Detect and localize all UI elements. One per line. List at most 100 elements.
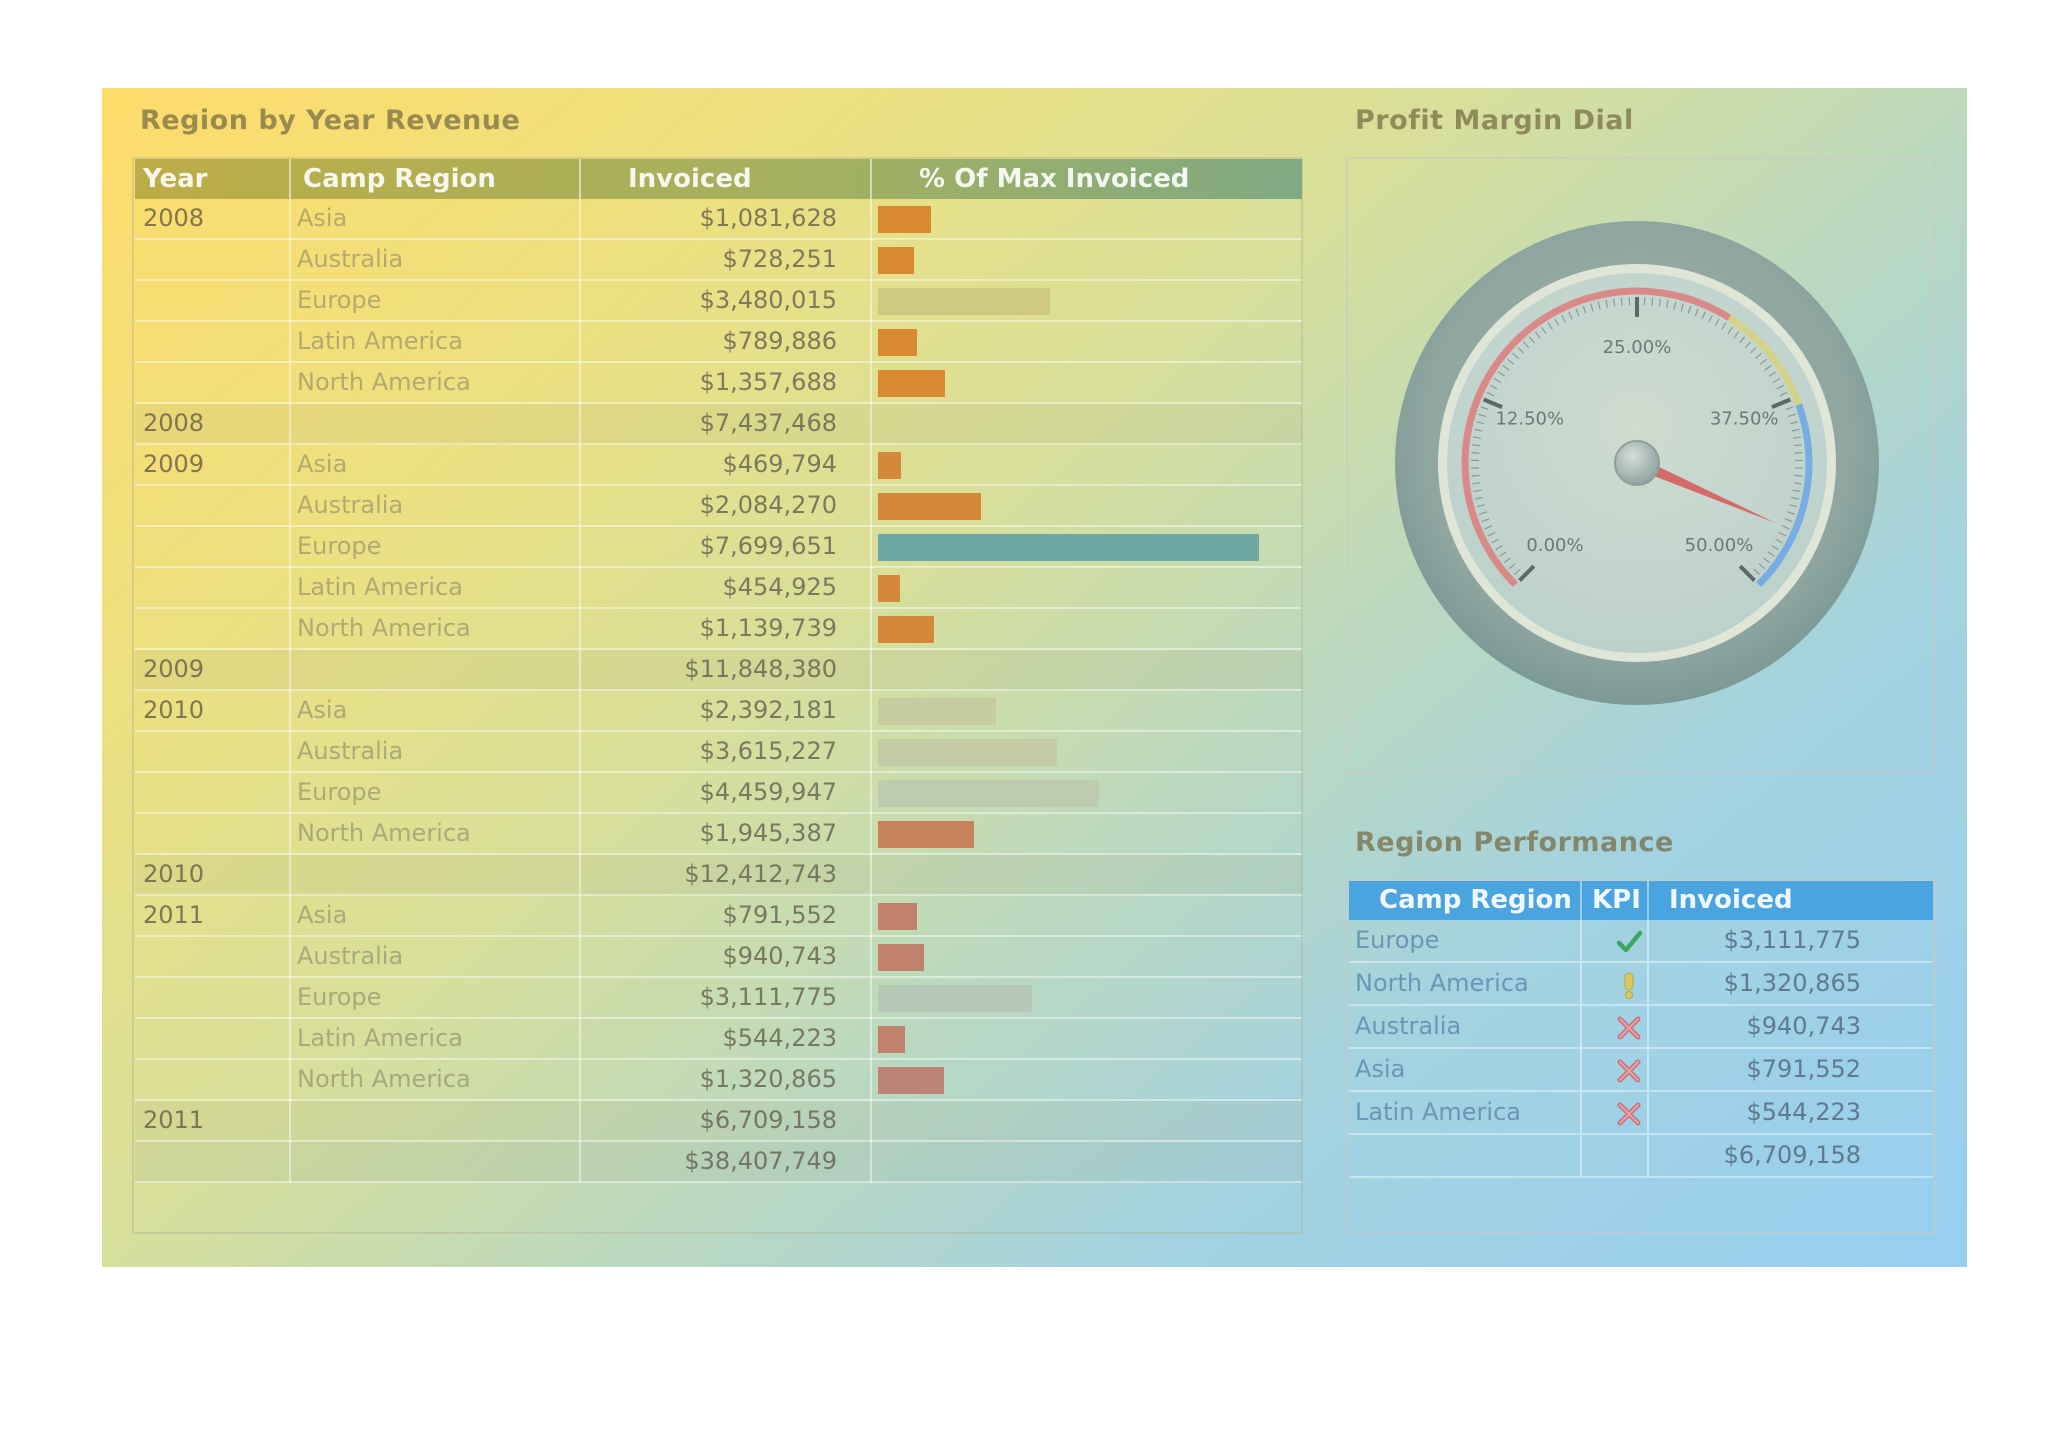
column-divider <box>1647 963 1649 1004</box>
dial-minor-tick <box>1758 563 1766 570</box>
dial-minor-tick <box>1473 489 1482 493</box>
region-cell: Australia <box>297 245 404 273</box>
column-divider <box>579 404 581 445</box>
header-divider <box>1580 881 1582 920</box>
dial-band <box>1461 287 1732 588</box>
header-invoiced[interactable]: Invoiced <box>1669 885 1793 915</box>
column-divider <box>1580 920 1582 961</box>
column-divider <box>289 691 291 732</box>
dial-minor-tick <box>1490 384 1498 390</box>
dial-minor-tick <box>1547 322 1553 330</box>
column-divider <box>870 1142 872 1183</box>
column-divider <box>289 1060 291 1101</box>
dial-minor-tick <box>1541 326 1547 335</box>
dial-minor-tick <box>1478 511 1487 515</box>
dial-minor-tick <box>1484 525 1493 530</box>
dial-minor-tick <box>1768 371 1777 377</box>
column-divider <box>289 240 291 281</box>
table-row: Australia $3,615,227 <box>135 732 1302 773</box>
dial-minor-tick <box>1781 525 1790 530</box>
column-divider <box>579 1142 581 1183</box>
year-cell: 2009 <box>143 450 205 478</box>
pct-max-bar <box>878 493 981 520</box>
dial-minor-tick <box>1779 391 1788 397</box>
invoiced-cell: $2,084,270 <box>699 491 837 519</box>
pct-max-bar <box>878 985 1032 1012</box>
header-kpi[interactable]: KPI <box>1592 885 1641 915</box>
dial-minor-tick <box>1794 474 1803 477</box>
region-cell: Asia <box>1355 1055 1406 1083</box>
region-cell: Asia <box>297 450 348 478</box>
column-divider <box>579 978 581 1019</box>
region-cell: Australia <box>297 491 404 519</box>
profit-margin-dial: 0.00% 12.50% 25.00% 37.50% 50.00% <box>1395 221 1879 705</box>
invoiced-cell: $4,459,947 <box>699 778 837 806</box>
performance-title: Region Performance <box>1355 827 1674 858</box>
table-row: North America $1,320,865 <box>1349 963 1933 1006</box>
dial-minor-tick <box>1471 452 1480 454</box>
dial-minor-tick <box>1785 406 1794 411</box>
column-divider <box>870 855 872 896</box>
invoiced-cell: $789,886 <box>722 327 837 355</box>
column-divider <box>870 1060 872 1101</box>
header-pct-max-invoiced[interactable]: % Of Max Invoiced <box>919 164 1190 194</box>
table-row: North America $1,945,387 <box>135 814 1302 855</box>
column-divider <box>289 855 291 896</box>
pct-max-bar <box>878 698 996 725</box>
header-year[interactable]: Year <box>143 164 208 194</box>
column-divider <box>870 732 872 773</box>
region-cell: Europe <box>297 983 382 1011</box>
header-divider <box>870 159 872 199</box>
subtotal-row: 2010 $12,412,743 <box>135 855 1302 896</box>
header-camp-region[interactable]: Camp Region <box>1379 885 1572 915</box>
column-divider <box>870 937 872 978</box>
region-cell: Asia <box>297 204 348 232</box>
table-row: 2008 Asia $1,081,628 <box>135 199 1302 240</box>
dial-tick-label: 37.50% <box>1710 409 1779 430</box>
cross-icon <box>1617 1059 1641 1083</box>
column-divider <box>289 1019 291 1060</box>
column-divider <box>870 773 872 814</box>
table-row: 2010 Asia $2,392,181 <box>135 691 1302 732</box>
header-divider <box>289 159 291 199</box>
header-invoiced[interactable]: Invoiced <box>628 164 752 194</box>
dial-minor-tick <box>1513 568 1521 576</box>
column-divider <box>870 527 872 568</box>
dial-minor-tick <box>1508 563 1516 570</box>
column-divider <box>289 732 291 773</box>
dial-title: Profit Margin Dial <box>1355 105 1634 136</box>
dial-minor-tick <box>1793 482 1802 485</box>
dial-minor-tick <box>1694 308 1699 317</box>
column-divider <box>1647 1135 1649 1176</box>
invoiced-cell: $454,925 <box>722 573 837 601</box>
column-divider <box>870 445 872 486</box>
pct-max-bar <box>878 944 924 971</box>
revenue-table: Year Camp Region Invoiced % Of Max Invoi… <box>135 159 1302 1183</box>
region-cell: Australia <box>297 942 404 970</box>
column-divider <box>870 1101 872 1142</box>
invoiced-cell: $3,480,015 <box>699 286 837 314</box>
table-row: North America $1,357,688 <box>135 363 1302 404</box>
pct-max-bar <box>878 452 901 479</box>
subtotal-row: 2008 $7,437,468 <box>135 404 1302 445</box>
table-row: North America $1,320,865 <box>135 1060 1302 1101</box>
column-divider <box>870 650 872 691</box>
column-divider <box>289 568 291 609</box>
dial-minor-tick <box>1481 518 1490 523</box>
dial-minor-tick <box>1778 531 1787 537</box>
dial-band <box>1727 314 1803 406</box>
region-cell: North America <box>297 1065 471 1093</box>
table-row: Europe $3,111,775 <box>1349 920 1933 963</box>
dial-needle-pointer <box>1634 457 1777 524</box>
column-divider <box>289 527 291 568</box>
header-camp-region[interactable]: Camp Region <box>303 164 496 194</box>
dial-minor-tick <box>1767 551 1775 557</box>
dial-minor-tick <box>1666 299 1669 308</box>
column-divider <box>289 937 291 978</box>
year-cell: 2008 <box>143 204 205 232</box>
header-divider <box>579 159 581 199</box>
dial-minor-tick <box>1784 518 1793 523</box>
dial-minor-tick <box>1497 371 1506 377</box>
column-divider <box>579 814 581 855</box>
region-cell: Australia <box>1355 1012 1462 1040</box>
